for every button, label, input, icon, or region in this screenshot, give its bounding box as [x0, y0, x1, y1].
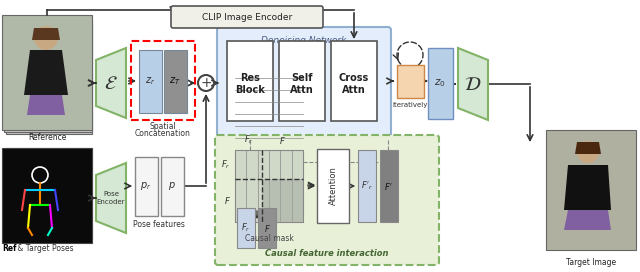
Text: $z_0$: $z_0$ [434, 77, 446, 89]
Text: $\mathcal{D}$: $\mathcal{D}$ [464, 75, 482, 94]
Text: $F'_r$: $F'_r$ [361, 180, 373, 192]
Polygon shape [575, 142, 601, 154]
Polygon shape [96, 163, 126, 233]
FancyBboxPatch shape [2, 15, 92, 130]
Circle shape [577, 141, 599, 163]
FancyBboxPatch shape [215, 135, 439, 265]
Text: $F'$: $F'$ [385, 181, 394, 191]
FancyBboxPatch shape [237, 208, 255, 248]
Text: $F$: $F$ [264, 222, 271, 233]
Text: $F_r$: $F_r$ [244, 134, 253, 146]
FancyBboxPatch shape [227, 41, 273, 121]
FancyBboxPatch shape [4, 19, 92, 132]
Text: $F_r$: $F_r$ [221, 158, 231, 171]
Polygon shape [458, 48, 488, 120]
Text: Pose features: Pose features [133, 220, 185, 229]
Text: Block: Block [235, 85, 265, 95]
Text: & Target Poses: & Target Poses [15, 244, 74, 253]
Text: Denoising Network: Denoising Network [261, 36, 347, 45]
FancyBboxPatch shape [6, 148, 92, 239]
FancyBboxPatch shape [217, 27, 391, 143]
FancyBboxPatch shape [358, 150, 376, 222]
Text: Attn: Attn [342, 85, 366, 95]
FancyBboxPatch shape [546, 130, 636, 250]
FancyBboxPatch shape [397, 64, 424, 97]
FancyBboxPatch shape [2, 15, 92, 130]
Polygon shape [262, 179, 303, 222]
Text: CLIP Image Encoder: CLIP Image Encoder [202, 13, 292, 21]
FancyBboxPatch shape [6, 23, 92, 134]
Text: $F_r$: $F_r$ [241, 222, 251, 234]
Text: $p$: $p$ [168, 180, 176, 192]
Text: Res: Res [240, 73, 260, 83]
FancyBboxPatch shape [331, 41, 377, 121]
FancyBboxPatch shape [163, 50, 186, 113]
Circle shape [34, 26, 58, 50]
FancyBboxPatch shape [428, 48, 452, 119]
Polygon shape [564, 210, 611, 230]
Text: $p_r$: $p_r$ [140, 180, 152, 192]
FancyBboxPatch shape [2, 148, 92, 243]
Text: $z_T$: $z_T$ [169, 75, 181, 87]
Text: $F$: $F$ [279, 135, 286, 146]
Text: Reference: Reference [28, 133, 66, 142]
Polygon shape [564, 165, 611, 210]
Text: Causal mask: Causal mask [244, 234, 293, 243]
FancyBboxPatch shape [317, 149, 349, 223]
Text: Self: Self [291, 73, 313, 83]
Text: Causal feature interaction: Causal feature interaction [265, 249, 388, 258]
FancyBboxPatch shape [258, 208, 276, 248]
Polygon shape [32, 28, 60, 40]
Text: Target Image: Target Image [566, 258, 616, 267]
Text: Spatial: Spatial [150, 122, 177, 131]
Text: Iteratively: Iteratively [392, 102, 428, 108]
FancyBboxPatch shape [380, 150, 398, 222]
Text: +: + [200, 76, 212, 90]
Polygon shape [96, 48, 126, 118]
Text: Concatenation: Concatenation [135, 129, 191, 138]
Text: Ref: Ref [2, 244, 17, 253]
Text: $\mathcal{E}$: $\mathcal{E}$ [104, 73, 118, 92]
Polygon shape [24, 50, 68, 95]
Text: $F$: $F$ [224, 195, 231, 206]
FancyBboxPatch shape [138, 50, 161, 113]
Text: Pose
Encoder: Pose Encoder [97, 191, 125, 205]
Text: Attention: Attention [328, 166, 337, 205]
Text: Attn: Attn [290, 85, 314, 95]
FancyBboxPatch shape [171, 6, 323, 28]
Text: Cross: Cross [339, 73, 369, 83]
Polygon shape [27, 95, 65, 115]
FancyBboxPatch shape [279, 41, 325, 121]
Text: $z_r$: $z_r$ [145, 75, 155, 87]
FancyBboxPatch shape [161, 156, 184, 215]
FancyBboxPatch shape [134, 156, 157, 215]
FancyBboxPatch shape [235, 150, 303, 222]
